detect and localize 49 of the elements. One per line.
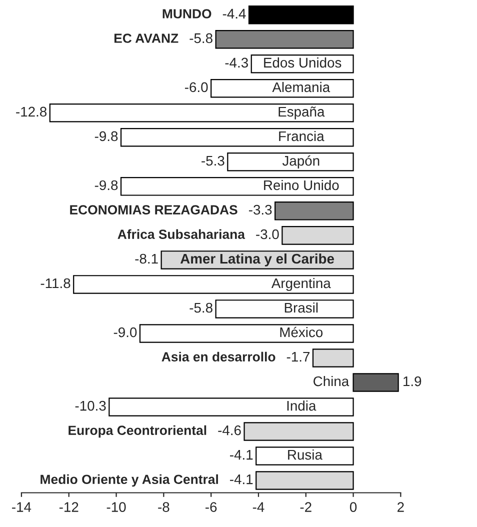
y-tick-label: ECONOMIAS REZAGADAS — [70, 205, 238, 214]
data-label: -6.0 — [184, 82, 208, 92]
y-tick-label: China — [314, 376, 350, 386]
data-label: -5.3 — [202, 156, 224, 166]
data-label: -8.1 — [135, 254, 158, 264]
data-label: -9.8 — [94, 180, 118, 190]
y-tick-label: Japón — [282, 155, 320, 168]
y-tick-label: Medio Oriente y Asia Central — [40, 474, 218, 487]
y-tick-label: India — [287, 400, 316, 411]
data-label: -9.8 — [94, 131, 118, 142]
data-label: -11.8 — [40, 278, 70, 288]
y-tick-label: Francia — [279, 130, 324, 142]
x-tick-label: -12 — [59, 502, 78, 512]
data-label: 1.9 — [404, 376, 422, 386]
y-tick-label: Brasil — [284, 302, 318, 313]
x-tick-label: -2 — [300, 502, 312, 512]
x-tick-label: 2 — [398, 502, 404, 512]
data-label: -3.0 — [256, 229, 279, 240]
x-tick-label: -8 — [158, 502, 170, 512]
y-tick-label: España — [278, 106, 325, 120]
x-tick-label: -10 — [106, 502, 126, 512]
data-label: -4.1 — [230, 450, 253, 460]
data-label: -4.3 — [225, 58, 248, 68]
y-tick-label: MUNDO — [162, 9, 212, 18]
y-tick-label: Africa Subsahariana — [118, 229, 246, 239]
y-tick-label: Alemania — [272, 82, 330, 92]
data-label: -1.7 — [286, 352, 310, 362]
y-tick-label: Europa Ceontroriental — [68, 425, 206, 438]
x-tick-label: -6 — [206, 502, 217, 512]
data-label: -4.1 — [230, 474, 253, 484]
data-label: -12.8 — [16, 106, 47, 117]
data-label: -5.8 — [190, 33, 212, 44]
y-tick-label: Reino Unido — [264, 180, 339, 190]
y-tick-label: Rusia — [288, 450, 322, 460]
data-label: -9.0 — [114, 327, 137, 338]
data-label: -5.8 — [190, 302, 212, 313]
data-label: -3.3 — [248, 204, 272, 215]
y-tick-label: Amer Latina y el Caribe — [180, 253, 334, 266]
data-label: -10.3 — [75, 400, 106, 411]
y-tick-label: Asia en desarrollo — [162, 352, 276, 362]
y-tick-label: Argentina — [271, 278, 331, 291]
y-tick-label: Edos Unidos — [264, 57, 342, 68]
x-tick-label: -14 — [12, 502, 32, 512]
y-tick-label: EC AVANZ — [114, 34, 178, 43]
x-tick-label: -4 — [252, 502, 264, 512]
data-label: -4.6 — [218, 425, 241, 436]
y-tick-label: México — [280, 326, 323, 338]
data-label: -4.4 — [222, 8, 246, 18]
x-tick-label: 0 — [350, 502, 357, 512]
